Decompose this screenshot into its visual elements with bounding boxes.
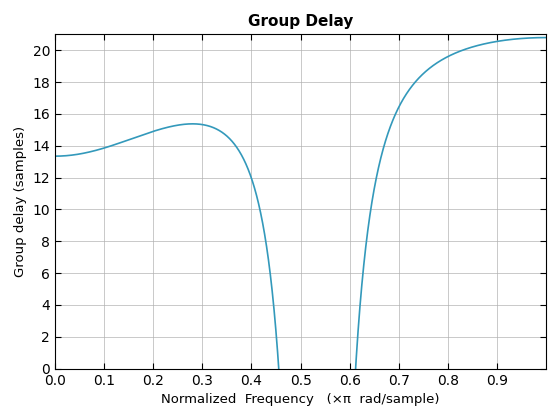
Y-axis label: Group delay (samples): Group delay (samples)	[14, 126, 27, 277]
X-axis label: Normalized  Frequency   (×π  rad/sample): Normalized Frequency (×π rad/sample)	[161, 393, 440, 406]
Title: Group Delay: Group Delay	[248, 14, 353, 29]
